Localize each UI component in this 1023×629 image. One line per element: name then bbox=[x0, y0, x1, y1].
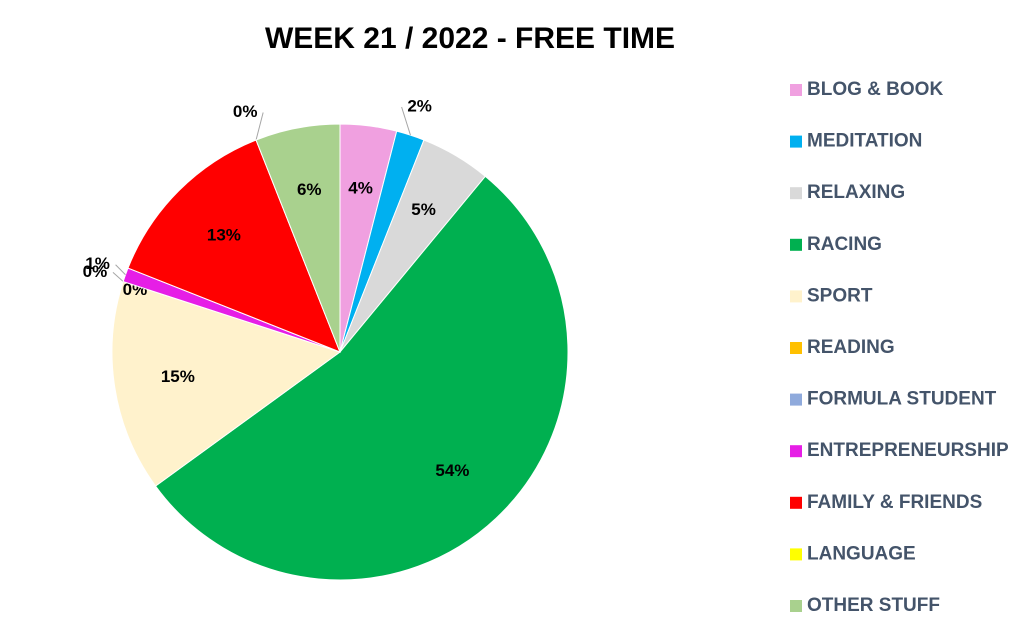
data-label: 0% bbox=[233, 102, 258, 121]
legend-swatch bbox=[790, 548, 802, 561]
pie-slice bbox=[154, 175, 569, 581]
legend-label: FAMILY & FRIENDS bbox=[807, 492, 982, 513]
legend-swatch bbox=[790, 187, 802, 200]
legend-swatch bbox=[790, 84, 802, 96]
legend-label: LANGUAGE bbox=[807, 543, 916, 564]
legend-swatch bbox=[790, 238, 802, 251]
legend-swatch bbox=[790, 393, 802, 406]
legend-label: OTHER STUFF bbox=[807, 595, 940, 616]
pie-slice bbox=[255, 123, 341, 353]
data-label: 1% bbox=[85, 254, 110, 273]
pie-slice bbox=[111, 280, 342, 487]
data-label: 15% bbox=[161, 367, 195, 386]
data-label: 5% bbox=[411, 200, 436, 219]
data-label: 2% bbox=[407, 96, 432, 115]
legend-swatch bbox=[790, 135, 802, 148]
legend-label: READING bbox=[807, 337, 895, 358]
data-label: 13% bbox=[207, 225, 241, 244]
legend-label: MEDITATION bbox=[807, 131, 922, 152]
data-label: 0% bbox=[83, 262, 108, 281]
leader-line bbox=[401, 106, 411, 136]
legend-label: SPORT bbox=[807, 285, 873, 306]
data-label: 4% bbox=[348, 179, 373, 198]
leader-line bbox=[112, 272, 124, 282]
legend-label: FORMULA STUDENT bbox=[807, 389, 997, 410]
legend-swatch bbox=[790, 445, 802, 458]
pie-slice bbox=[127, 139, 341, 353]
leader-line bbox=[255, 112, 264, 141]
legend-label: RELAXING bbox=[807, 182, 905, 203]
legend-swatch bbox=[790, 290, 802, 303]
legend-label: ENTREPRENEURSHIP bbox=[807, 440, 1009, 461]
data-label: 54% bbox=[435, 461, 469, 480]
legend-swatch bbox=[790, 342, 802, 354]
leader-line bbox=[115, 264, 126, 276]
chart-title: WEEK 21 / 2022 - FREE TIME bbox=[265, 22, 675, 55]
legend-label: BLOG & BOOK bbox=[807, 79, 943, 100]
data-label: 6% bbox=[297, 180, 322, 199]
legend-swatch bbox=[790, 600, 802, 612]
legend-label: RACING bbox=[807, 234, 882, 255]
legend-swatch bbox=[790, 496, 802, 509]
